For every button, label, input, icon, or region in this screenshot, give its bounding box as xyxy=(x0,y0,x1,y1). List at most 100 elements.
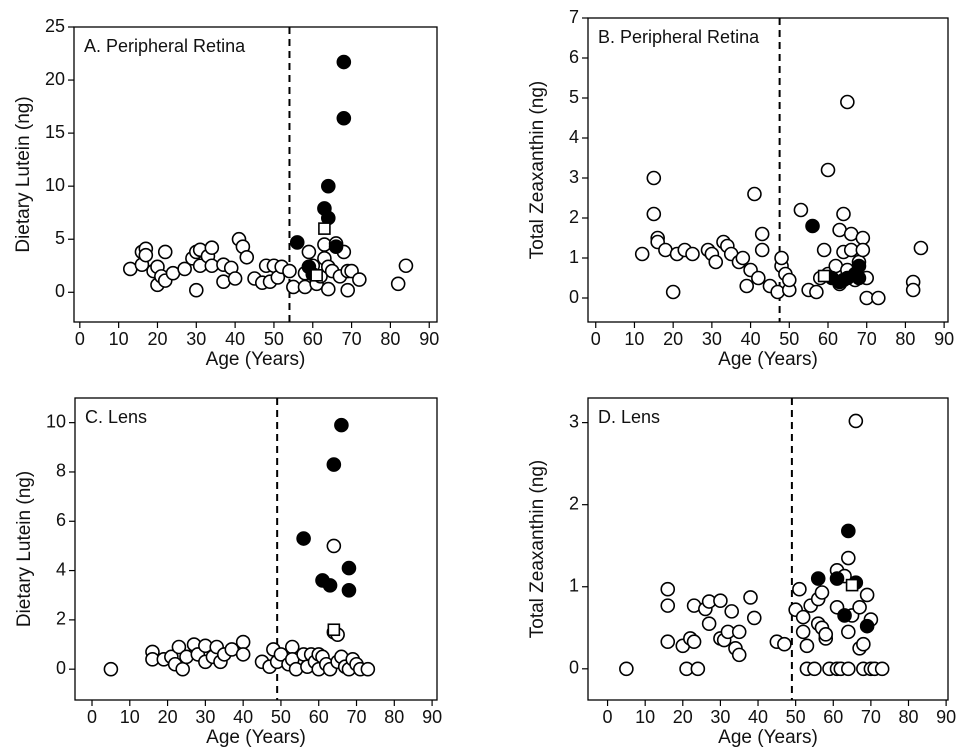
point xyxy=(805,218,820,234)
point xyxy=(816,242,832,258)
point xyxy=(341,582,357,598)
point xyxy=(322,578,338,593)
y-tick-label: 5 xyxy=(55,228,65,248)
point xyxy=(840,94,855,110)
y-tick-label: 6 xyxy=(56,510,66,530)
panel-label: C. Lens xyxy=(85,407,147,427)
y-tick-label: 1 xyxy=(569,576,579,596)
x-tick-label: 30 xyxy=(186,329,206,349)
point xyxy=(855,230,871,246)
point xyxy=(746,610,762,626)
point xyxy=(841,523,856,539)
x-tick-label: 70 xyxy=(861,707,881,727)
point xyxy=(227,271,243,286)
point xyxy=(326,457,342,472)
point xyxy=(856,636,871,652)
y-tick-label: 1 xyxy=(569,247,579,267)
point xyxy=(660,634,676,650)
point xyxy=(871,290,886,306)
x-tick-label: 70 xyxy=(346,707,366,727)
point xyxy=(336,54,352,70)
x-tick-label: 10 xyxy=(635,707,655,727)
point xyxy=(352,272,367,287)
point xyxy=(795,624,811,640)
y-tick-label: 8 xyxy=(56,461,66,481)
point xyxy=(855,242,871,258)
point xyxy=(701,616,717,631)
point xyxy=(282,263,297,279)
y-tick-label: 4 xyxy=(569,127,579,147)
point xyxy=(731,624,747,640)
x-tick-label: 60 xyxy=(823,707,843,727)
x-tick-label: 80 xyxy=(384,707,404,727)
point xyxy=(204,240,220,256)
point xyxy=(845,578,859,592)
point xyxy=(103,661,119,677)
point xyxy=(848,413,864,429)
x-tick-label: 40 xyxy=(233,707,253,727)
point xyxy=(690,661,706,677)
point xyxy=(239,249,255,265)
x-tick-label: 90 xyxy=(419,329,439,349)
chart-panel: 0 10 20 30 40 50 60 70 80 90 0 1 2 3 4 5 6 7 B. Peripheral… xyxy=(527,7,954,370)
point xyxy=(646,170,662,186)
point xyxy=(754,242,770,258)
chart-panel: 0 10 20 30 40 50 60 70 80 90 0 1 2 3 D. Lens Age (Years… xyxy=(527,397,956,748)
point xyxy=(310,269,323,282)
point xyxy=(792,581,807,597)
x-tick-label: 10 xyxy=(120,707,140,727)
y-tick-label: 0 xyxy=(56,658,66,678)
point xyxy=(334,417,349,433)
point xyxy=(810,571,826,586)
point xyxy=(743,590,758,605)
y-tick-label: 20 xyxy=(45,69,65,89)
point xyxy=(660,598,676,613)
y-tick-label: 2 xyxy=(569,493,579,513)
y-tick-label: 0 xyxy=(55,281,65,301)
panel-label: B. Peripheral Retina xyxy=(598,27,760,47)
point xyxy=(320,178,336,194)
point xyxy=(336,110,352,126)
point xyxy=(284,639,300,655)
point xyxy=(724,604,739,619)
point xyxy=(340,282,356,298)
x-tick-label: 60 xyxy=(303,329,323,349)
point xyxy=(777,636,792,652)
y-tick-label: 15 xyxy=(45,122,65,142)
plot-frame xyxy=(74,397,438,701)
y-tick-label: 10 xyxy=(46,411,66,431)
x-axis-title: Age (Years) xyxy=(718,727,818,748)
plot-frame xyxy=(73,26,438,323)
y-axis-title: Total Zeaxanthin (ng) xyxy=(527,81,548,260)
y-tick-label: 0 xyxy=(569,287,579,307)
y-axis-title: Total Zeaxanthin (ng) xyxy=(527,460,548,639)
point xyxy=(770,284,785,300)
x-tick-label: 0 xyxy=(591,329,601,349)
x-tick-label: 40 xyxy=(748,707,768,727)
x-axis-title: Age (Years) xyxy=(718,349,818,370)
point xyxy=(799,638,815,654)
y-tick-label: 6 xyxy=(569,47,579,67)
x-tick-label: 10 xyxy=(624,329,644,349)
point xyxy=(301,244,317,260)
point xyxy=(686,634,702,650)
point xyxy=(188,282,204,298)
point xyxy=(851,270,867,286)
point xyxy=(747,186,762,202)
point xyxy=(851,258,867,274)
point xyxy=(774,250,789,266)
point xyxy=(157,244,173,260)
x-tick-label: 20 xyxy=(663,329,683,349)
point xyxy=(795,609,811,625)
x-tick-label: 30 xyxy=(195,707,215,727)
point xyxy=(320,281,336,297)
x-tick-label: 80 xyxy=(898,707,918,727)
x-tick-label: 40 xyxy=(741,329,761,349)
point xyxy=(820,162,836,178)
point xyxy=(754,226,770,242)
x-tick-label: 0 xyxy=(603,707,613,727)
point xyxy=(829,571,845,586)
chart-panel: 0 10 20 30 40 50 60 70 80 90 0 2 4 6 8 10 C. Lens Age (Ye… xyxy=(14,397,442,748)
